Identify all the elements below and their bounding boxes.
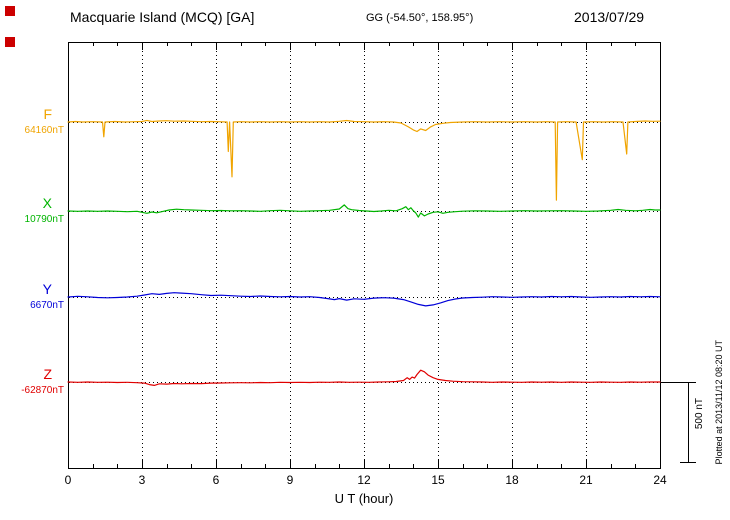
red-square-mark-bottom [5,37,15,47]
x-axis-tick-labels: 0 3 6 9 12 15 18 21 24 [0,473,730,489]
series-trace-F [67,119,661,201]
plotted-at-note: Plotted at 2013/11/12 08:20 UT [714,340,724,465]
x-tick-label: 3 [138,473,146,487]
x-tick-label: 6 [212,473,220,487]
series-label-Y: Y [42,281,52,297]
x-tick-label: 24 [653,473,667,487]
series-trace-Z [67,369,661,386]
plot-date: 2013/07/29 [574,9,645,25]
x-tick-label: 0 [64,473,72,487]
series-trace-X [67,204,661,218]
x-tick-label: 18 [505,473,519,487]
station-coordinates: GG (-54.50°, 158.95°) [366,12,474,24]
series-label-Z: Z [43,366,52,382]
x-tick-label: 9 [286,473,294,487]
series-baseline-value-Z: -62870nT [21,385,64,396]
red-square-mark-top [5,6,15,16]
series-baseline-value-Y: 6670nT [30,300,64,311]
scale-bar-label: 500 nT [694,398,705,430]
series-label-F: F [43,106,52,122]
x-tick-label: 12 [357,473,371,487]
x-tick-label: 21 [579,473,593,487]
x-axis-title: U T (hour) [334,491,394,506]
page-title: Macquarie Island (MCQ) [GA] [70,9,255,25]
series-baseline-value-X: 10790nT [24,214,64,225]
series-trace-Y [67,292,661,307]
series-label-X: X [42,195,52,211]
series-baseline-value-F: 64160nT [24,125,64,136]
x-tick-label: 15 [431,473,445,487]
